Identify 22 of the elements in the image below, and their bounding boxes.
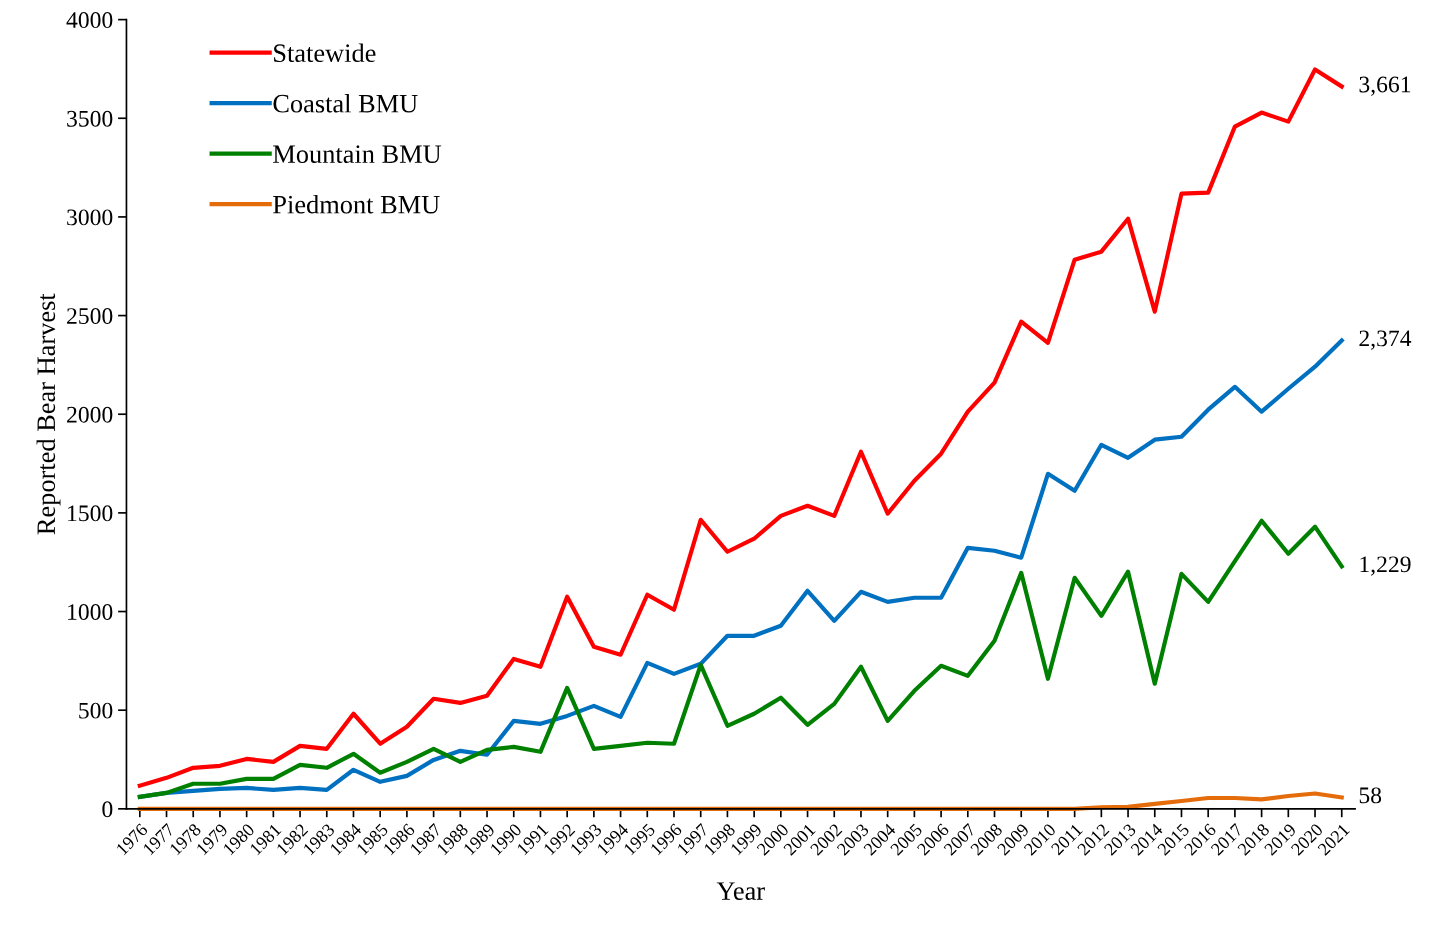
data-label: 1,229 bbox=[1360, 556, 1411, 576]
data-label: 3,661 bbox=[1359, 76, 1411, 96]
y-tick-label: 2000 bbox=[67, 406, 113, 423]
legend-label: Coastal BMU bbox=[273, 94, 418, 113]
data-label: 58 bbox=[1359, 787, 1382, 804]
x-axis-title: Year bbox=[716, 882, 765, 900]
y-axis-title: Reported Bear Harvest bbox=[36, 293, 61, 535]
y-tick-label: 0 bbox=[102, 801, 113, 818]
line-series bbox=[137, 518, 1344, 799]
line-series bbox=[137, 791, 1344, 811]
y-tick-label: 3500 bbox=[67, 110, 113, 127]
y-tick-label: 1500 bbox=[68, 505, 113, 522]
legend-label: Mountain BMU bbox=[273, 145, 442, 164]
data-label: 2,374 bbox=[1359, 330, 1412, 350]
y-tick-label: 500 bbox=[79, 702, 113, 719]
y-tick-label: 1000 bbox=[68, 604, 113, 620]
y-tick-label: 3000 bbox=[67, 209, 113, 226]
y-tick-label: 4000 bbox=[66, 12, 113, 29]
legend-label: Statewide bbox=[274, 43, 376, 63]
line-series bbox=[137, 67, 1344, 788]
legend-label: Piedmont BMU bbox=[273, 194, 440, 214]
y-tick-label: 2500 bbox=[67, 308, 113, 324]
